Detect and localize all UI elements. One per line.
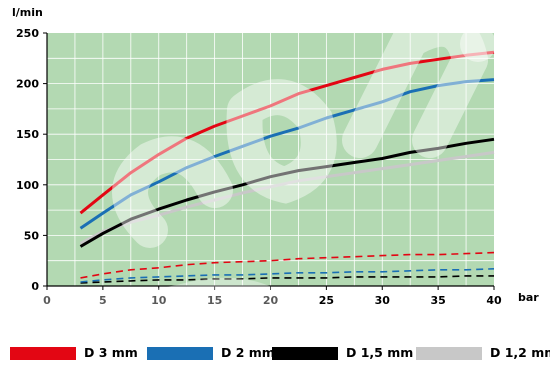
legend-label-d3: D 3 mm — [84, 345, 138, 360]
y-tick-label: 250 — [16, 27, 39, 40]
axes: 0 50 100 150 200 250 0 5 10 15 20 25 30 35 40 — [16, 27, 502, 307]
x-tick-label: 40 — [486, 294, 502, 307]
x-tick-label: 30 — [375, 294, 391, 307]
y-tick-label: 100 — [16, 179, 39, 192]
y-tick-label: 0 — [31, 280, 39, 293]
series-line-d-1-5-mm — [79, 137, 495, 248]
legend-label-d2: D 2 mm — [221, 345, 275, 360]
y-tick-label: 50 — [24, 229, 40, 242]
legend-swatch-d15 — [272, 347, 338, 360]
legend-label-d12: D 1,2 mm — [490, 345, 550, 360]
x-tick-label: 0 — [43, 294, 51, 307]
legend-swatch-d2 — [147, 347, 213, 360]
x-axis-label: bar — [518, 291, 539, 304]
legend-swatch-d12 — [416, 347, 482, 360]
legend-swatch-d3 — [10, 347, 76, 360]
x-tick-label: 10 — [151, 294, 167, 307]
x-tick-label: 20 — [263, 294, 279, 307]
x-tick-label: 25 — [319, 294, 334, 307]
series-line-d-1-5-mm-dashed — [80, 275, 494, 284]
x-tick-label: 15 — [207, 294, 222, 307]
grid — [47, 33, 494, 286]
series-line-d-2-mm-dashed — [80, 268, 495, 283]
x-tick-label: 35 — [430, 294, 445, 307]
legend-label-d15: D 1,5 mm — [346, 345, 414, 360]
series-line-d-3-mm-dashed — [80, 251, 495, 279]
series-line-d-3-mm — [79, 50, 495, 215]
x-tick-label: 5 — [99, 294, 107, 307]
legend: D 3 mm D 2 mm D 1,5 mm D 1,2 mm — [10, 343, 550, 363]
y-tick-label: 200 — [16, 78, 39, 91]
series-lines — [79, 50, 495, 284]
y-axis-label: l/min — [12, 6, 43, 19]
series-line-d-2-mm — [79, 78, 495, 230]
series-line-d-1-2-mm — [79, 150, 495, 245]
y-tick-label: 150 — [16, 128, 39, 141]
